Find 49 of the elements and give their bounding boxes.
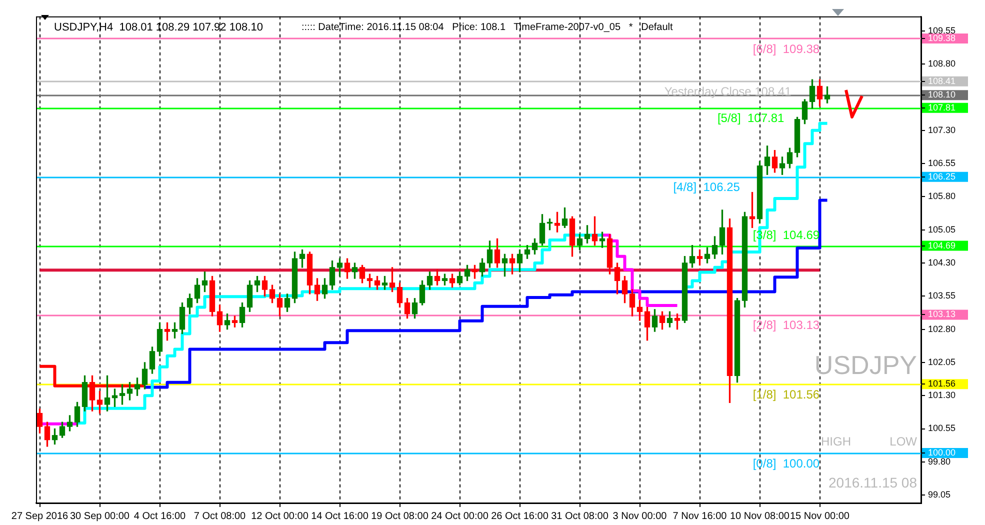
y-tick-label: 102.05 (928, 356, 956, 367)
y-tick-label: 104.30 (928, 258, 956, 268)
y-tick-label: 106.55 (928, 158, 956, 168)
y-tick-label: 105.80 (928, 191, 956, 202)
y-tick-label: 108.41 (928, 76, 956, 86)
ref-line-label: [5/8] 107.81 (717, 111, 784, 126)
ref-line-label: [0/8] 100.00 (752, 456, 820, 470)
annotation: 2016.11.15 08 (828, 474, 918, 490)
y-tick-label: 106.25 (928, 171, 956, 182)
x-tick-label: 24 Oct 00:00 (431, 510, 489, 522)
ref-line-label: [6/8] 109.38 (752, 42, 820, 56)
y-tick-label: 102.80 (928, 324, 956, 334)
y-tick-label: 108.80 (928, 58, 956, 69)
y-tick-label: 100.00 (928, 448, 956, 458)
x-tick-label: 7 Nov 16:00 (672, 510, 728, 522)
ref-line-label: [2/8] 103.13 (752, 318, 820, 332)
ref-line-label: [1/8] 101.56 (752, 387, 820, 402)
y-tick-label: 101.56 (928, 378, 956, 389)
y-tick-label: 104.69 (928, 240, 956, 250)
y-tick-label: 107.81 (928, 102, 956, 112)
y-tick-label: 105.05 (928, 224, 956, 234)
x-tick-label: 31 Oct 08:00 (551, 510, 609, 522)
y-tick-label: 109.55 (928, 25, 956, 36)
x-tick-label: 15 Nov 00:00 (790, 510, 850, 522)
text: USDJPY,H4 108.01 108.29 107.92 108.10 (54, 21, 263, 34)
y-tick-label: 99.80 (928, 456, 951, 466)
ref-line-label: [4/8] 106.25 (673, 180, 740, 194)
x-tick-label: 27 Sep 2016 (11, 510, 69, 522)
annotation: LOW (890, 434, 918, 448)
y-tick-label: 101.30 (928, 390, 956, 400)
x-tick-label: 30 Sep 00:00 (70, 510, 130, 522)
y-tick-label: 109.38 (928, 32, 956, 43)
x-tick-label: 12 Oct 00:00 (251, 510, 309, 522)
text: ::::: DateTime: 2016.11.15 08:04 Price: 108.1 TimeFrame-2007-v0_05 * Default (302, 22, 674, 34)
y-tick-label: 108.10 (928, 90, 956, 100)
x-tick-label: 3 Nov 00:00 (612, 510, 668, 522)
x-tick-label: 4 Oct 16:00 (134, 510, 186, 522)
y-tick-label: 99.05 (928, 490, 951, 500)
annotation: USDJPY (814, 350, 917, 380)
x-tick-label: 7 Oct 08:00 (194, 510, 246, 522)
x-tick-label: 26 Oct 16:00 (491, 510, 549, 522)
x-tick-label: 19 Oct 08:00 (371, 510, 429, 522)
y-tick-label: 107.30 (928, 124, 956, 135)
y-tick-label: 103.55 (928, 290, 956, 301)
x-tick-label: 10 Nov 08:00 (730, 510, 790, 522)
y-tick-label: 100.55 (928, 423, 956, 434)
x-tick-label: 14 Oct 16:00 (311, 510, 369, 522)
annotation: HIGH (821, 434, 851, 448)
y-tick-label: 103.13 (928, 309, 956, 320)
